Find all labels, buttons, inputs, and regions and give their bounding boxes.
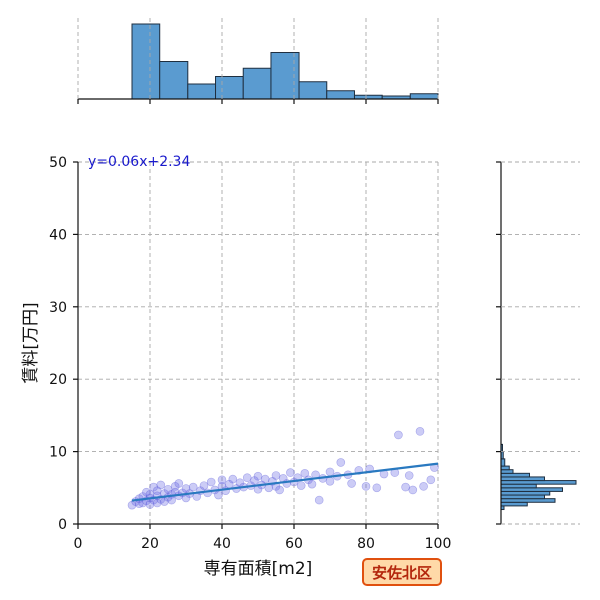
top-histogram-bar bbox=[270, 52, 300, 100]
scatter-point bbox=[181, 484, 191, 493]
right-histogram-bar bbox=[500, 501, 528, 507]
right-histogram-bar bbox=[500, 483, 537, 489]
right-histogram-bar bbox=[500, 472, 530, 478]
scatter-point bbox=[156, 480, 166, 490]
right-histogram-bar bbox=[500, 469, 514, 474]
scatter-point bbox=[152, 498, 162, 508]
y-tick-label: 10 bbox=[49, 445, 67, 461]
scatter-point bbox=[415, 427, 425, 436]
top-histogram-bar bbox=[326, 90, 355, 100]
x-tick-label: 20 bbox=[141, 536, 159, 552]
scatter-point bbox=[419, 482, 428, 491]
scatter-point bbox=[206, 477, 216, 487]
scatter-point bbox=[361, 482, 371, 491]
scatter-point bbox=[347, 479, 356, 488]
scatter-point bbox=[188, 482, 198, 492]
scatter-point bbox=[170, 482, 180, 491]
x-tick-label: 100 bbox=[425, 536, 452, 552]
scatter-point bbox=[271, 471, 281, 480]
scatter-point bbox=[325, 476, 335, 486]
y-tick-label: 20 bbox=[49, 372, 67, 388]
scatter-point bbox=[394, 430, 403, 440]
scatter-point bbox=[214, 490, 223, 500]
right-histogram-bar bbox=[500, 498, 556, 503]
scatter-point bbox=[253, 471, 263, 481]
scatter-point bbox=[149, 482, 158, 492]
scatter-point bbox=[142, 487, 151, 497]
scatter-point bbox=[325, 467, 335, 477]
scatter-point bbox=[296, 481, 306, 490]
scatter-point bbox=[174, 479, 184, 488]
scatter-point bbox=[250, 476, 259, 485]
scatter-point bbox=[217, 475, 227, 485]
scatter-point bbox=[163, 484, 173, 494]
right-histogram-bar bbox=[500, 494, 545, 500]
right-marginal-histogram bbox=[500, 443, 577, 511]
main-ticks: 0 20 40 60 80 100 0 10 20 30 40 50 bbox=[49, 155, 451, 552]
top-histogram-bar bbox=[409, 93, 439, 100]
top-histogram-bar bbox=[159, 61, 189, 100]
y-axis-title: 賃料[万円] bbox=[21, 302, 41, 383]
scatter-point bbox=[260, 474, 270, 484]
top-histogram-bar bbox=[131, 23, 161, 100]
right-histogram-bar bbox=[500, 476, 545, 482]
right-histogram-bar bbox=[500, 490, 551, 496]
scatter-point bbox=[314, 495, 324, 505]
regression-equation: y=0.06x+2.34 bbox=[88, 154, 190, 170]
main-axes bbox=[77, 162, 438, 525]
right-marginal-axes bbox=[496, 161, 580, 525]
x-axis-title: 専有面積[m2] bbox=[204, 559, 313, 579]
scatter-point bbox=[167, 495, 176, 505]
scatter-point bbox=[152, 486, 162, 495]
top-marginal-histogram bbox=[131, 23, 439, 100]
right-histogram-bar bbox=[500, 465, 510, 471]
x-tick-label: 80 bbox=[357, 536, 375, 552]
regression-line bbox=[131, 462, 439, 502]
region-badge: 安佐北区 bbox=[362, 558, 442, 586]
scatter-point bbox=[199, 481, 209, 490]
scatter-point bbox=[404, 471, 414, 480]
scatter-point bbox=[307, 479, 317, 489]
y-tick-label: 40 bbox=[49, 227, 67, 243]
scatter-point bbox=[401, 482, 410, 492]
scatter-point bbox=[127, 500, 137, 510]
scatter-point bbox=[336, 458, 346, 467]
y-tick-label: 30 bbox=[49, 300, 67, 316]
scatter-point bbox=[372, 483, 382, 493]
top-histogram-bar bbox=[187, 83, 217, 100]
x-tick-label: 40 bbox=[213, 536, 231, 552]
x-tick-label: 60 bbox=[285, 536, 303, 552]
right-histogram-bar bbox=[500, 487, 563, 492]
scatter-point bbox=[228, 474, 238, 484]
y-tick-label: 50 bbox=[49, 155, 67, 171]
x-tick-label: 0 bbox=[74, 536, 83, 552]
scatter-point bbox=[275, 485, 284, 495]
scatter-point bbox=[286, 468, 295, 477]
right-histogram-bar bbox=[500, 480, 577, 485]
scatter-point bbox=[426, 475, 436, 485]
regression-line-group bbox=[131, 462, 439, 502]
y-tick-label: 0 bbox=[58, 517, 67, 533]
top-histogram-bar bbox=[242, 67, 272, 100]
top-histogram-bar bbox=[215, 76, 244, 100]
scatter-point bbox=[300, 469, 310, 478]
top-marginal-axes bbox=[77, 18, 439, 104]
scatter-point bbox=[145, 500, 155, 509]
scatter-point bbox=[408, 485, 418, 495]
scatter-point bbox=[242, 473, 252, 482]
top-histogram-bar bbox=[298, 81, 328, 100]
